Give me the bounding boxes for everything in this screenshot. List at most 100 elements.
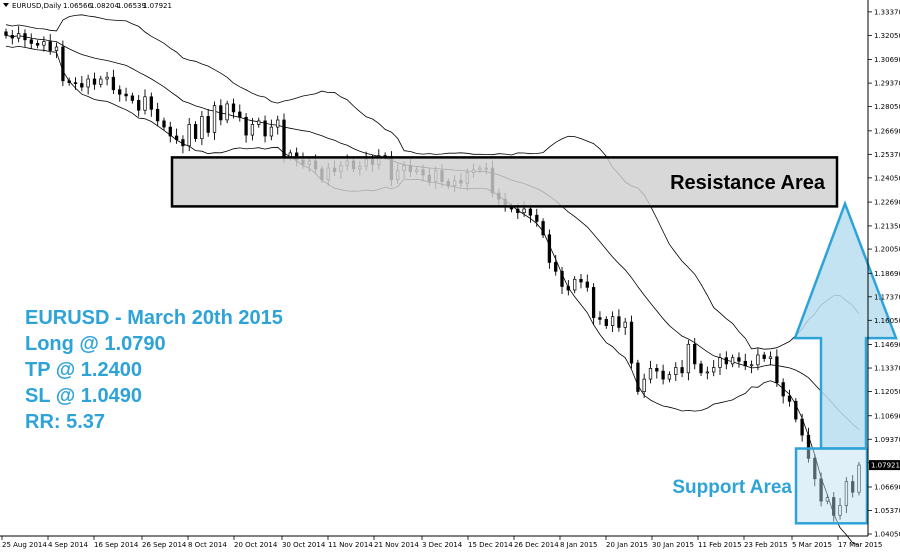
candle-body: [54, 46, 59, 51]
current-price-marker: [869, 460, 900, 471]
candle: [80, 75, 84, 92]
candle: [244, 113, 248, 143]
date-tick-label: 3 Dec 2014: [422, 541, 463, 549]
candle: [838, 498, 842, 520]
price-tick-label: 1.17370: [874, 293, 900, 301]
price-tick-label: 1.14690: [874, 341, 900, 349]
candle-body: [585, 281, 589, 288]
price-tick-label: 1.32050: [874, 32, 900, 40]
date-tick-label: 26 Dec 2014: [514, 541, 559, 549]
candle: [686, 340, 691, 381]
candle: [225, 100, 229, 124]
candle-body: [42, 41, 46, 46]
candle-body: [231, 103, 236, 113]
date-tick-label: 23 Feb 2015: [744, 541, 788, 549]
candle-body: [610, 316, 615, 326]
candle: [718, 353, 722, 375]
price-tick-label: 1.24050: [874, 174, 900, 182]
resistance-label: Resistance Area: [670, 172, 826, 194]
symbol-label: EURUSD,Daily: [12, 2, 61, 10]
candle: [547, 229, 552, 269]
candle-body: [111, 76, 116, 91]
candle-body: [743, 360, 747, 367]
candle-body: [80, 83, 84, 88]
candle: [819, 472, 823, 507]
symbol-dropdown-icon[interactable]: [3, 3, 9, 7]
price-tick-label: 1.25370: [874, 151, 900, 159]
candle-body: [23, 33, 27, 41]
candle-body: [522, 208, 526, 213]
candle: [54, 42, 59, 58]
date-tick-label: 8 Oct 2014: [188, 541, 227, 549]
candle: [806, 427, 811, 463]
trade-title: EURUSD - March 20th 2015: [25, 307, 283, 329]
candle-body: [705, 371, 710, 374]
date-tick-label: 20 Jan 2015: [606, 541, 648, 549]
candle: [730, 354, 735, 368]
candle: [743, 353, 747, 370]
candle-body: [825, 497, 830, 502]
candle: [844, 477, 849, 513]
candle: [813, 454, 817, 487]
candle: [560, 267, 564, 294]
candle: [42, 36, 46, 52]
candle: [629, 315, 634, 369]
candle: [585, 274, 589, 292]
candle: [48, 34, 52, 55]
chart-header: EURUSD,Daily 1.06566 1.08204 1.06539 1.0…: [3, 2, 172, 10]
candle-body: [794, 400, 798, 420]
price-tick-label: 1.22690: [874, 199, 900, 207]
candle: [705, 366, 710, 380]
price-tick-label: 1.09370: [874, 436, 900, 444]
candle-body: [143, 96, 147, 111]
price-tick-label: 1.10690: [874, 412, 900, 420]
candle-body: [781, 382, 785, 397]
candle: [591, 283, 596, 326]
candle: [756, 348, 760, 371]
trade-annotation: EURUSD - March 20th 2015 Long @ 1.0790 T…: [25, 307, 283, 433]
candle-body: [149, 96, 153, 110]
candle-body: [206, 116, 210, 133]
candle-body: [693, 343, 697, 365]
candle-body: [832, 497, 836, 516]
candle-body: [787, 395, 792, 402]
candle: [269, 119, 274, 141]
candle-body: [604, 319, 608, 326]
candle-body: [591, 287, 596, 319]
price-tick-label: 1.18690: [874, 270, 900, 278]
candle-body: [838, 505, 842, 516]
candle: [168, 121, 172, 143]
candle-body: [851, 481, 855, 493]
candle: [67, 77, 71, 86]
ohlc-open: 1.06566: [63, 2, 92, 10]
candle-body: [598, 317, 602, 320]
candle: [130, 92, 135, 104]
date-tick-label: 8 Jan 2015: [560, 541, 598, 549]
candle-body: [187, 124, 191, 147]
candle-body: [667, 374, 672, 380]
price-tick-label: 1.26690: [874, 127, 900, 135]
date-tick-label: 5 Mar 2015: [792, 541, 832, 549]
candle: [29, 33, 33, 49]
ohlc-high: 1.08204: [90, 2, 119, 10]
price-tick-label: 1.20050: [874, 246, 900, 254]
candle: [800, 413, 804, 442]
candle-body: [528, 208, 533, 216]
upper-band: [5, 14, 860, 350]
date-tick-label: 11 Nov 2014: [328, 541, 373, 549]
candle-body: [105, 76, 109, 80]
candle: [257, 117, 261, 128]
candle-body: [730, 357, 735, 365]
price-tick-label: 1.13370: [874, 365, 900, 373]
candle: [276, 115, 280, 135]
candle-body: [168, 126, 172, 137]
candle-body: [238, 111, 242, 118]
price-tick-label: 1.05370: [874, 507, 900, 515]
candle: [200, 111, 204, 146]
candle: [149, 92, 153, 117]
candle: [4, 28, 8, 39]
candle-body: [623, 321, 627, 328]
candle-body: [263, 120, 267, 137]
